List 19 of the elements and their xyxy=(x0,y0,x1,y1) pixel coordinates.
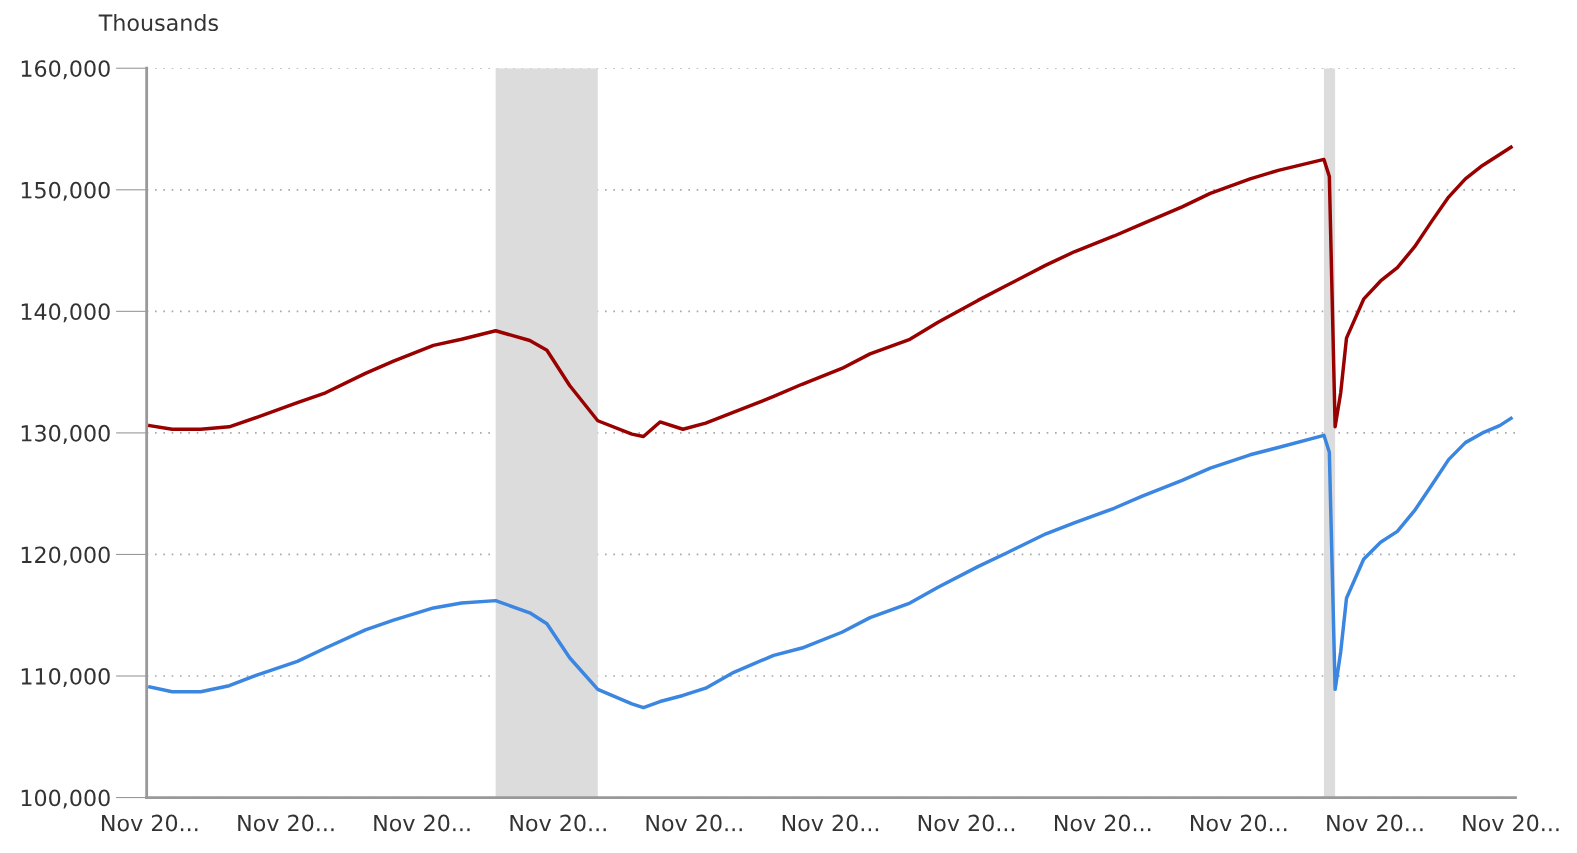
x-tick-label: Nov 20... xyxy=(1191,814,1287,832)
x-tick-label: Nov 20... xyxy=(646,814,742,832)
y-axis-title: Thousands xyxy=(98,13,218,32)
y-tick-label: 120,000 xyxy=(21,546,110,566)
y-tick-label: 160,000 xyxy=(21,60,110,80)
y-tick-label: 100,000 xyxy=(21,789,110,809)
x-tick-label: Nov 20... xyxy=(374,814,470,832)
x-tick-label: Nov 20... xyxy=(782,814,879,832)
x-tick-label: Nov 20... xyxy=(238,814,334,832)
y-tick-label: 150,000 xyxy=(21,181,110,201)
x-tick-label: Nov 20... xyxy=(1054,814,1151,832)
x-tick-label: Nov 20... xyxy=(1327,814,1423,832)
x-tick-label: Nov 20... xyxy=(1463,814,1559,832)
y-tick-label: 130,000 xyxy=(21,424,110,444)
x-tick-label: Nov 20... xyxy=(510,814,606,832)
x-tick-label: Nov 20... xyxy=(918,814,1015,832)
y-tick-label: 110,000 xyxy=(21,667,110,688)
x-tick-label: Nov 20... xyxy=(102,814,198,832)
y-tick-label: 140,000 xyxy=(21,303,110,323)
